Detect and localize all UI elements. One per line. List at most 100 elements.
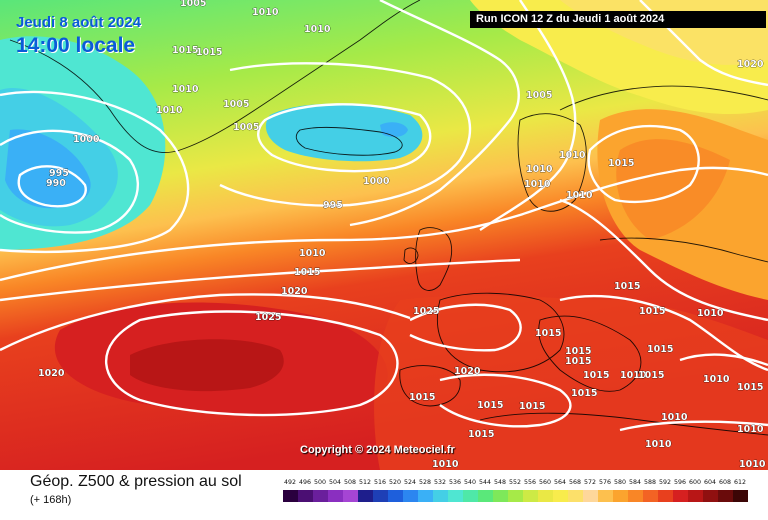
isobar-label: 1020 — [454, 366, 481, 377]
isobar-label: 1010 — [620, 370, 647, 381]
color-scale-swatch — [553, 490, 568, 502]
isobar-label: 1010 — [703, 374, 730, 385]
color-scale-tick-label: 572 — [583, 479, 597, 486]
weather-map: 1005 1010 1010 1015 1015 1010 1010 1005 … — [0, 0, 768, 470]
color-scale-tick-label: 544 — [478, 479, 492, 486]
isobar-label: 1010 — [299, 248, 326, 259]
isobar-label: 1015 — [565, 356, 591, 367]
isobar-label: 1000 — [363, 176, 390, 187]
isobar-label: 1025 — [255, 312, 281, 323]
color-scale-swatch — [673, 490, 688, 502]
color-scale-tick-label: 532 — [433, 479, 447, 486]
color-scale-tick-label: 516 — [373, 479, 387, 486]
isobar-label: 1010 — [737, 424, 764, 435]
isobar-label: 1015 — [571, 388, 597, 399]
color-scale-tick-label: 536 — [448, 479, 462, 486]
color-scale-swatch — [703, 490, 718, 502]
copyright-text: Copyright © 2024 Meteociel.fr — [300, 444, 455, 456]
color-scale-tick-label: 496 — [298, 479, 312, 486]
color-scale-swatch — [598, 490, 613, 502]
color-scale-tick-label: 580 — [613, 479, 627, 486]
color-scale-tick-label: 500 — [313, 479, 327, 486]
isobar-label: 1010 — [526, 164, 553, 175]
color-scale-swatch — [538, 490, 553, 502]
color-scale-tick-label: 564 — [553, 479, 567, 486]
color-scale-tick-label: 540 — [463, 479, 477, 486]
isobar-label: 1005 — [233, 122, 259, 133]
color-scale-tick-label: 512 — [358, 479, 372, 486]
color-scale-swatch — [628, 490, 643, 502]
isobar-label: 990 — [46, 178, 66, 189]
color-scale-swatch — [688, 490, 703, 502]
isobar-label: 1010 — [697, 308, 724, 319]
forecast-lead-time: (+ 168h) — [30, 494, 72, 506]
color-scale-swatch — [283, 490, 298, 502]
color-scale-swatch — [508, 490, 523, 502]
isobar-label: 1015 — [535, 328, 561, 339]
isobar-label: 1010 — [156, 105, 183, 116]
color-scale-tick-label: 600 — [688, 479, 702, 486]
isobar-label: 1020 — [281, 286, 308, 297]
color-scale-tick-label: 560 — [538, 479, 552, 486]
color-scale-tick-label: 592 — [658, 479, 672, 486]
color-scale-tick-label: 524 — [403, 479, 417, 486]
isobar-label: 1010 — [304, 24, 331, 35]
color-scale-tick-label: 492 — [283, 479, 297, 486]
color-scale-swatch — [388, 490, 403, 502]
isobar-label: 1010 — [566, 190, 593, 201]
color-scale-tick-label: 508 — [343, 479, 357, 486]
isobar-label: 1015 — [519, 401, 545, 412]
color-scale-tick-label: 612 — [733, 479, 747, 486]
isobar-label: 1015 — [294, 267, 320, 278]
isobar-label: 1005 — [180, 0, 206, 9]
color-scale-swatch — [373, 490, 388, 502]
isobar-label: 995 — [323, 200, 343, 211]
isobar-label: 995 — [49, 168, 69, 179]
color-scale-tick-label: 548 — [493, 479, 507, 486]
color-scale-tick-label: 520 — [388, 479, 402, 486]
isobar-labels: 1005 1010 1010 1015 1015 1010 1010 1005 … — [38, 0, 766, 470]
color-scale-tick-label: 608 — [718, 479, 732, 486]
color-scale-swatch — [448, 490, 463, 502]
color-scale-swatch — [418, 490, 433, 502]
isobar-label: 1010 — [524, 179, 551, 190]
color-scale-swatch — [643, 490, 658, 502]
color-scale-swatch — [493, 490, 508, 502]
color-scale-swatch — [658, 490, 673, 502]
isobar-label: 1025 — [413, 306, 439, 317]
isobar-label: 1015 — [737, 382, 763, 393]
color-scale-swatch — [298, 490, 313, 502]
isobar-label: 1010 — [661, 412, 688, 423]
color-scale-swatch — [328, 490, 343, 502]
color-scale-tick-label: 528 — [418, 479, 432, 486]
color-scale-tick-label: 604 — [703, 479, 717, 486]
isobar-label: 1015 — [565, 346, 591, 357]
forecast-date: Jeudi 8 août 2024 — [16, 14, 142, 31]
isobar-label: 1010 — [559, 150, 586, 161]
color-scale-tick-label: 552 — [508, 479, 522, 486]
color-scale-tick-label: 504 — [328, 479, 342, 486]
isobar-label: 1015 — [172, 45, 198, 56]
forecast-time: 14:00 locale — [16, 34, 136, 57]
color-scale-tick-label: 588 — [643, 479, 657, 486]
color-scale-swatch — [403, 490, 418, 502]
isobar-label: 1010 — [252, 7, 279, 18]
color-scale-tick-label: 596 — [673, 479, 687, 486]
color-scale-tick-label: 576 — [598, 479, 612, 486]
map-title: Géop. Z500 & pression au sol — [30, 473, 242, 490]
isobar-label: 1015 — [614, 281, 640, 292]
color-scale-swatch — [433, 490, 448, 502]
color-scale-swatch — [463, 490, 478, 502]
isobar-label: 1020 — [737, 59, 764, 70]
geopotential-fill — [0, 0, 768, 470]
color-scale-labels: 492 496 500 504 508 512 516 520 524 528 532 536 540 5… — [283, 479, 753, 491]
isobar-label: 1015 — [647, 344, 673, 355]
isobars — [0, 0, 768, 430]
color-scale-swatch — [343, 490, 358, 502]
color-scale-swatch — [568, 490, 583, 502]
color-scale-tick-label: 556 — [523, 479, 537, 486]
isobar-label: 1010 — [172, 84, 199, 95]
isobar-label: 1020 — [38, 368, 65, 379]
isobar-label: 1015 — [409, 392, 435, 403]
color-scale — [283, 490, 748, 502]
